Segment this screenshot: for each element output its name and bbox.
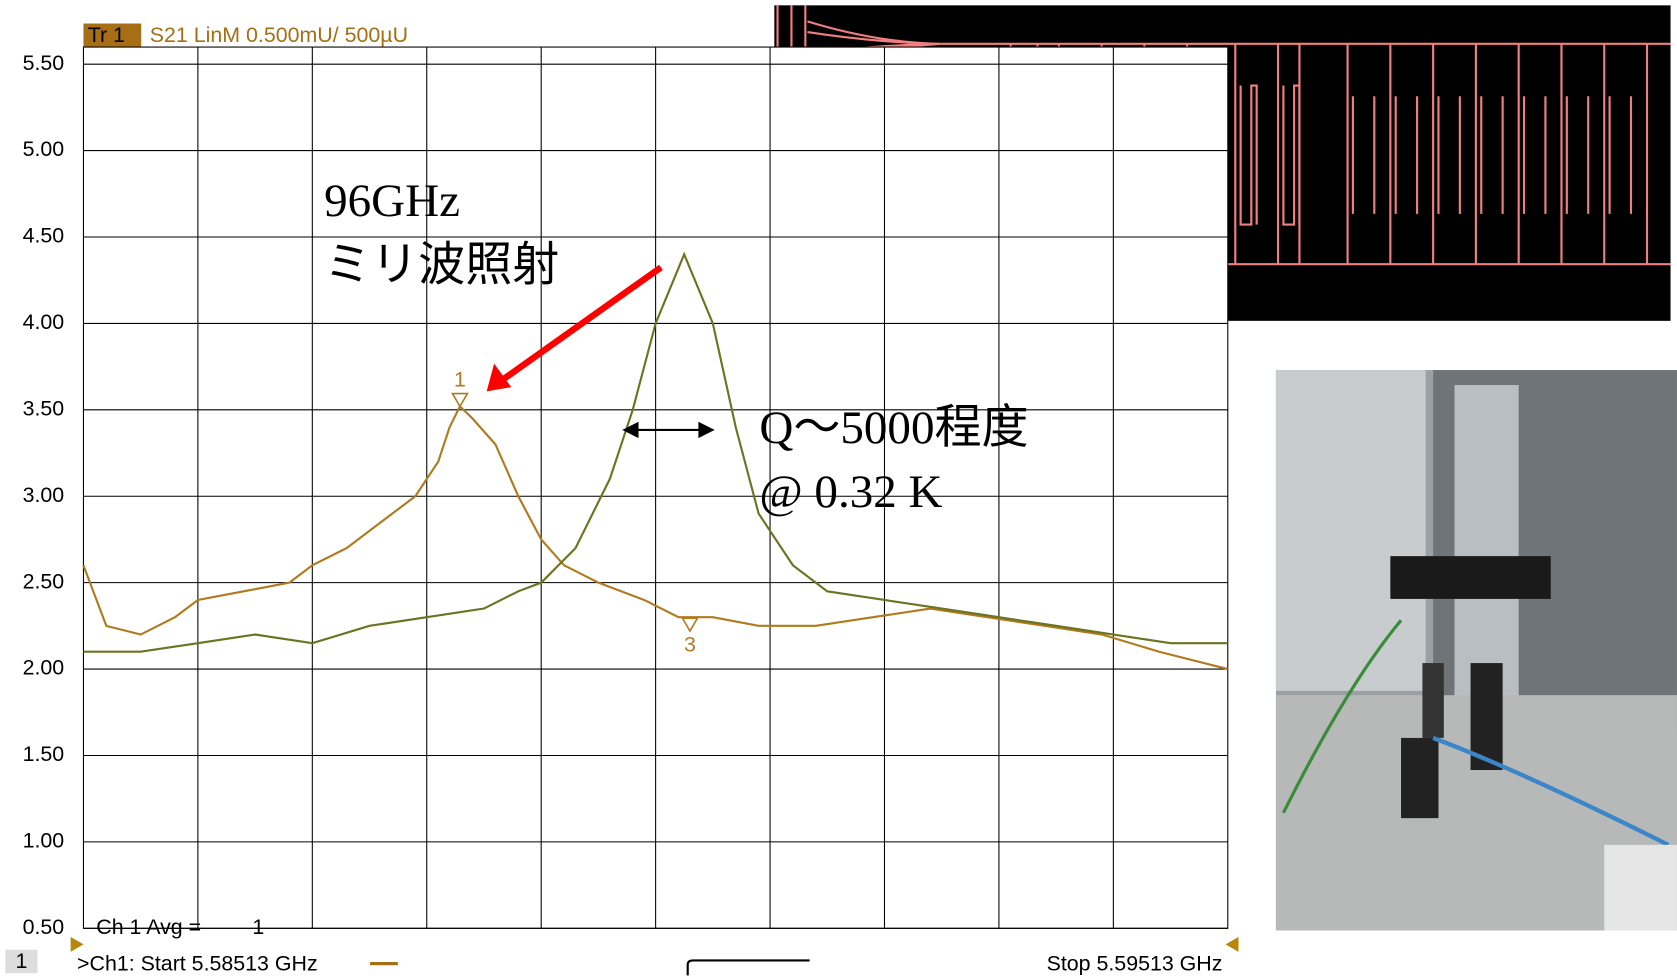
avg-label: Ch 1 Avg =: [96, 915, 201, 939]
start-label: >Ch1: Start 5.58513 GHz: [77, 951, 318, 975]
y-tick-label: 1.50: [23, 742, 65, 766]
chart: Tr 1 S21 LinM 0.500mU/ 500µU 0.50 1.00 1.5…: [0, 0, 1677, 976]
marker-label: 3: [684, 633, 696, 657]
annotation: ミリ波照射: [324, 239, 559, 291]
page: {"chart_data": {"type": "line", "trace_l…: [0, 0, 1677, 976]
annotation: @ 0.32 K: [759, 466, 942, 518]
channel-number: 1: [15, 949, 27, 973]
y-tick-label: 5.00: [23, 137, 65, 161]
plot-area: 0.50 1.00 1.50 2.00 2.50 3.00 3.50 4.00 4.50 5.00…: [23, 47, 1228, 939]
y-tick-label: 4.00: [23, 310, 65, 334]
y-tick-label: 4.50: [23, 224, 65, 248]
trace-label: Tr 1: [88, 23, 125, 47]
annotation: 96GHz: [324, 175, 460, 227]
y-tick-label: 2.50: [23, 569, 65, 593]
y-tick-label: 1.00: [23, 829, 65, 853]
bracket: [688, 960, 810, 975]
y-tick-label: 5.50: [23, 51, 65, 75]
y-tick-label: 2.00: [23, 656, 65, 680]
axis-end-marker: [71, 937, 1239, 952]
y-tick-label: 3.50: [23, 396, 65, 420]
stop-label: Stop 5.59513 GHz: [1047, 951, 1223, 975]
annotation: Q～5000程度: [759, 402, 1028, 454]
trace-info: S21 LinM 0.500mU/ 500µU: [150, 23, 408, 47]
y-tick-label: 0.50: [23, 915, 65, 939]
y-tick-label: 3.00: [23, 483, 65, 507]
avg-value: 1: [252, 915, 264, 939]
marker-label: 1: [454, 367, 466, 391]
photo: [1276, 370, 1677, 930]
